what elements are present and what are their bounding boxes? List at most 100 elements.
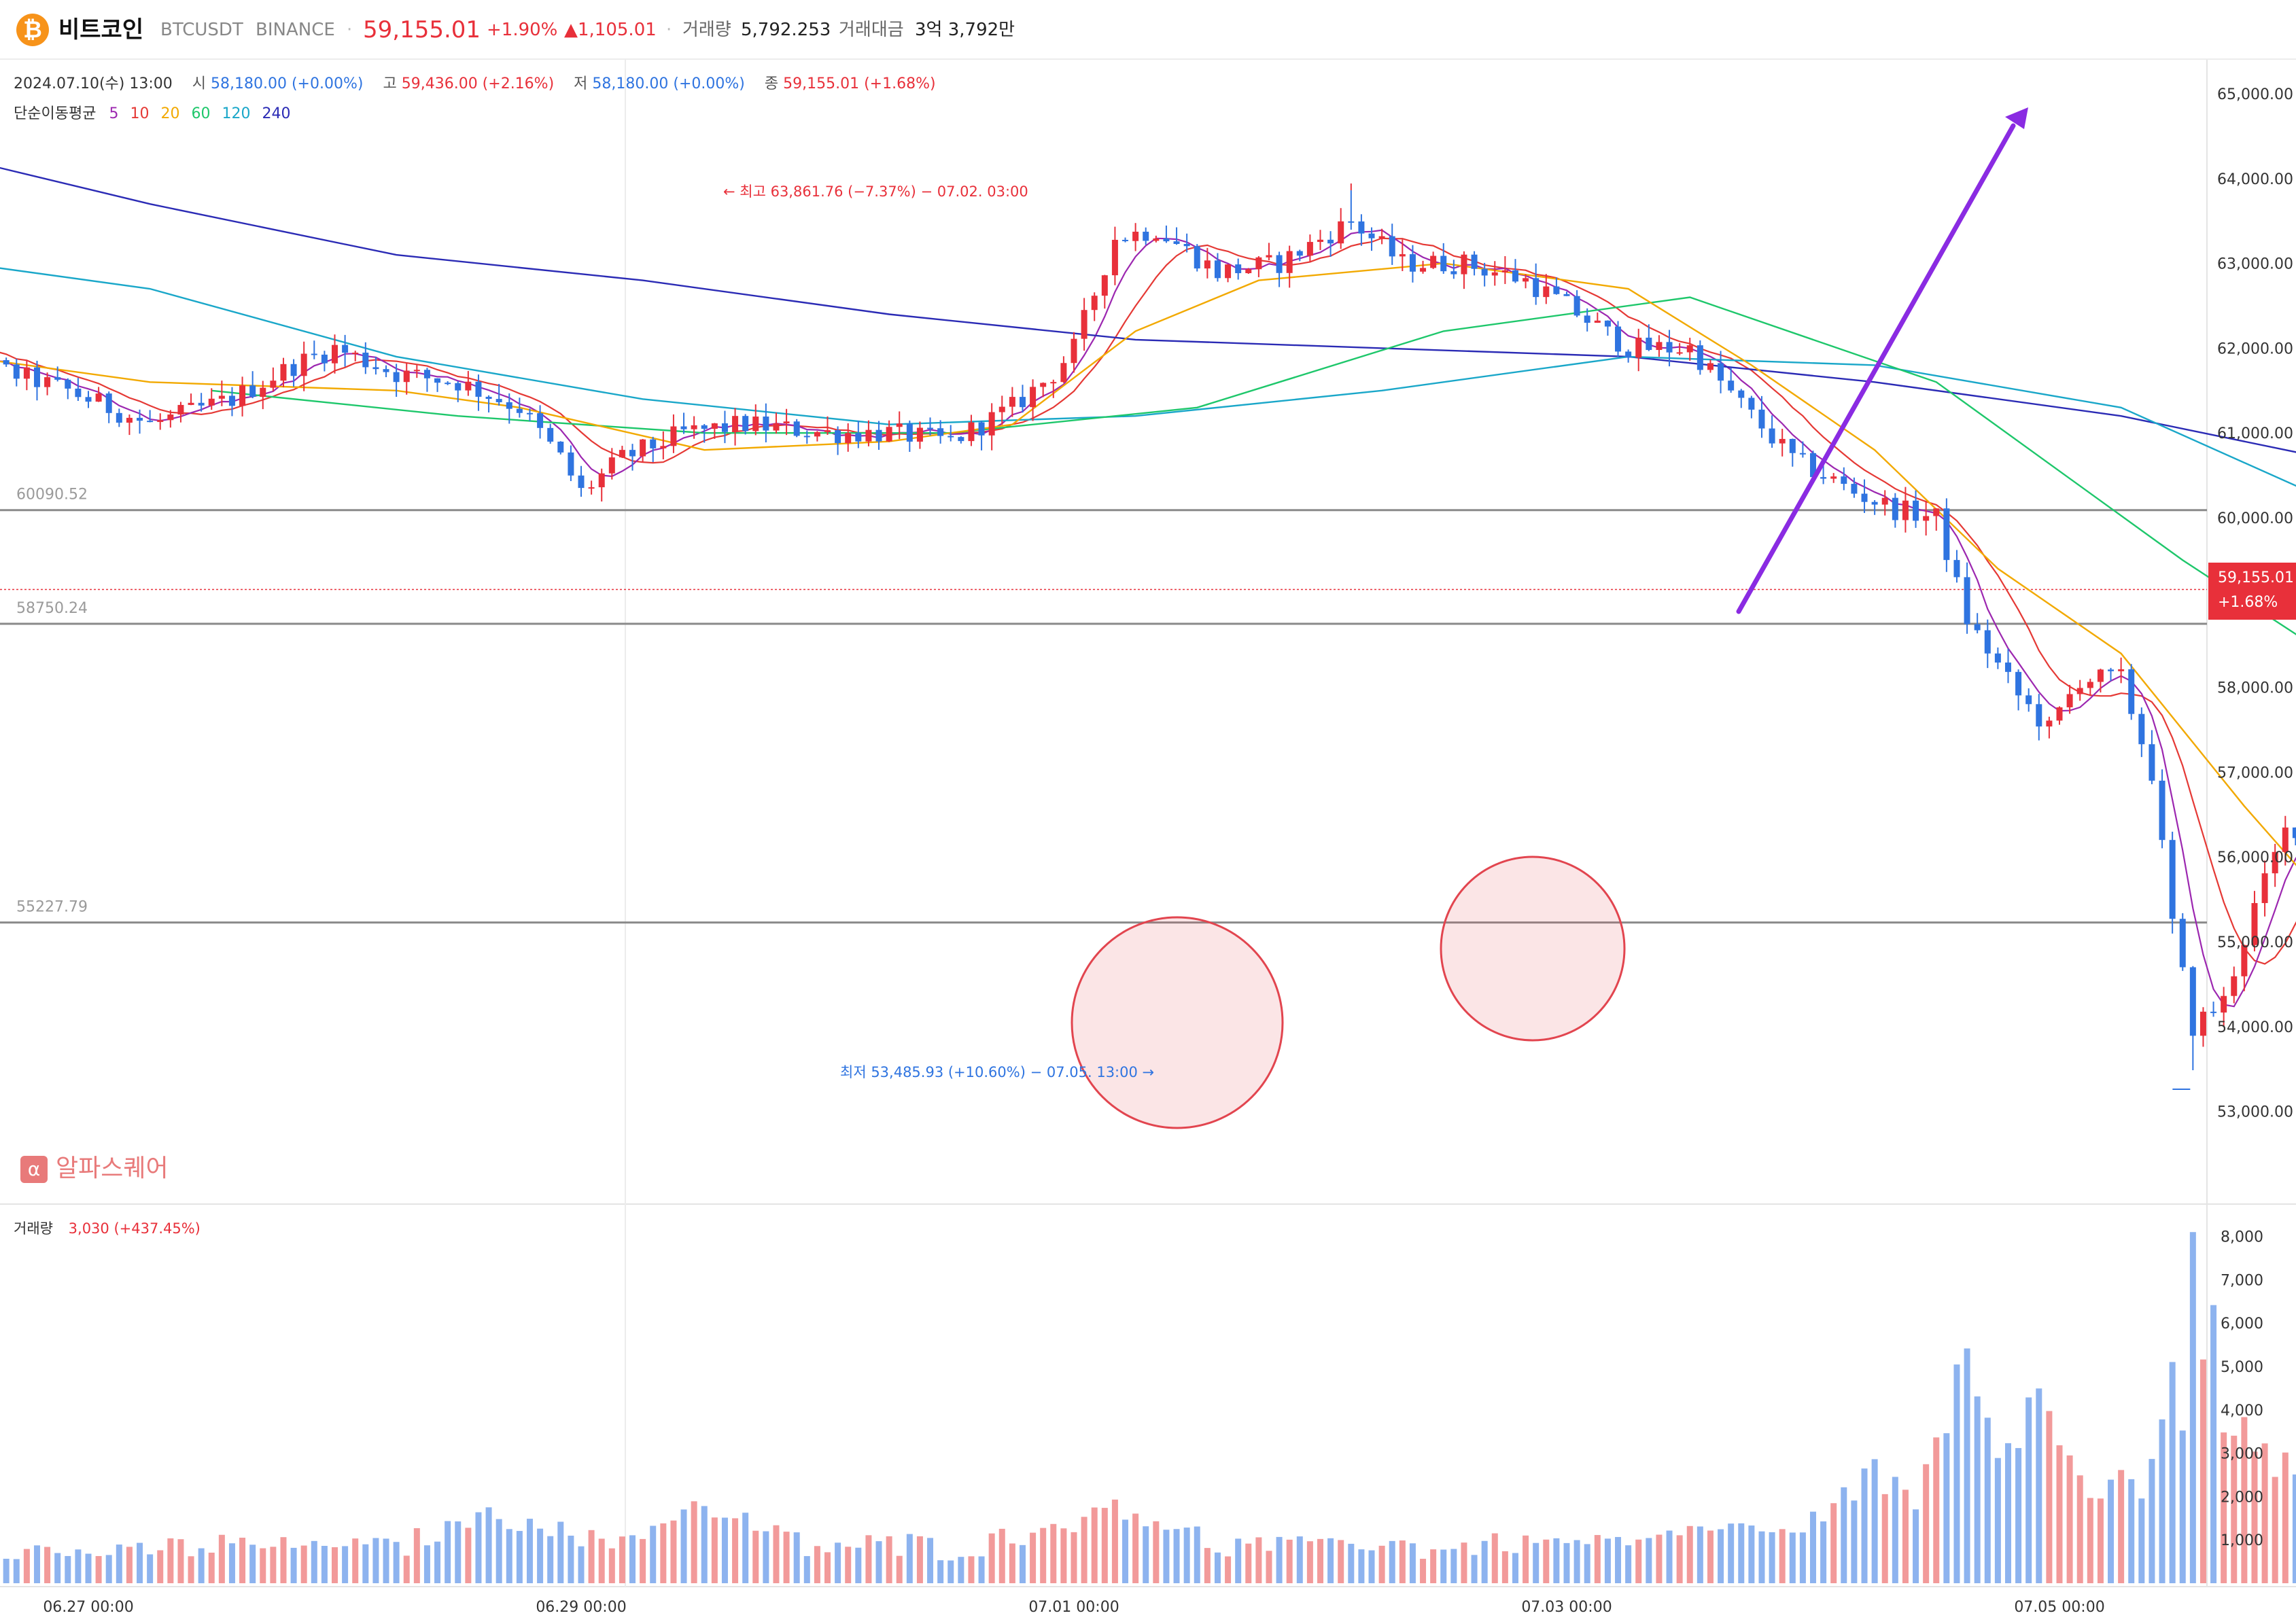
- volume-bar: [1625, 1545, 1632, 1583]
- volume-bar: [516, 1531, 523, 1583]
- volume-bar: [742, 1513, 749, 1583]
- candle-body: [1204, 260, 1211, 269]
- volume-bar: [1378, 1545, 1385, 1583]
- volume-bar: [2179, 1430, 2186, 1583]
- high-label: 고: [383, 75, 397, 92]
- volume-tick-label: 1,000: [2221, 1532, 2263, 1549]
- candle-body: [75, 388, 82, 398]
- candle-body: [1430, 255, 1437, 268]
- volume-bar: [526, 1519, 533, 1583]
- volume-bar: [495, 1519, 502, 1583]
- volume-bar: [1019, 1544, 1026, 1583]
- volume-bar: [1718, 1529, 1724, 1583]
- volume-bar: [783, 1532, 790, 1583]
- volume-bar: [1122, 1519, 1129, 1583]
- volume-bar: [1881, 1494, 1888, 1583]
- volume-bar: [978, 1556, 985, 1583]
- volume-bar: [1368, 1550, 1375, 1583]
- price-tick-label: 54,000.00: [2217, 1019, 2293, 1036]
- candle-body: [218, 395, 225, 399]
- candle-body: [495, 399, 502, 402]
- level-value-label: 60090.52: [16, 487, 88, 504]
- ma-10-line: [0, 237, 2296, 965]
- volume-bar: [1491, 1533, 1498, 1583]
- candle-body: [1841, 476, 1847, 484]
- volume-bar: [465, 1528, 472, 1583]
- volume-bar: [239, 1537, 246, 1583]
- volume-bar: [2036, 1388, 2042, 1583]
- volume-bar: [803, 1556, 810, 1583]
- volume-bar: [998, 1528, 1005, 1583]
- candle-body: [1101, 275, 1108, 296]
- volume-bar: [1646, 1538, 1652, 1583]
- volume-bar: [2066, 1455, 2073, 1583]
- volume-bar: [413, 1528, 420, 1583]
- price-tick-label: 57,000.00: [2217, 764, 2293, 781]
- candle-body: [1902, 500, 1909, 520]
- candle-body: [1810, 453, 1816, 478]
- candle-body: [177, 404, 184, 415]
- volume-bar: [1409, 1543, 1416, 1583]
- volume-bar: [1286, 1539, 1293, 1583]
- volume-bar: [947, 1560, 954, 1583]
- candle-body: [1378, 236, 1385, 239]
- candle-body: [352, 352, 359, 354]
- volume-tick-label: 6,000: [2221, 1316, 2263, 1332]
- candle-body: [1368, 233, 1375, 239]
- volume-bar: [147, 1554, 154, 1583]
- volume-bar: [1450, 1549, 1457, 1583]
- symbol-label: BTCUSDT: [160, 20, 243, 40]
- volume-bar: [608, 1548, 615, 1583]
- high-value: 59,436.00 (+2.16%): [401, 75, 555, 92]
- volume-bar: [1327, 1538, 1334, 1583]
- candle-body: [2004, 663, 2011, 672]
- volume-bar: [1173, 1529, 1180, 1583]
- candle-body: [2097, 669, 2104, 682]
- volume-bar: [1902, 1489, 1909, 1583]
- volume-bar: [557, 1521, 564, 1583]
- candle-body: [660, 446, 667, 448]
- candle-body: [311, 353, 317, 355]
- volume-bar: [1266, 1551, 1272, 1583]
- volume-bar: [177, 1539, 184, 1583]
- volume-bar: [13, 1559, 20, 1583]
- open-label: 시: [192, 75, 207, 92]
- candle-body: [1276, 255, 1283, 273]
- candle-body: [1953, 560, 1960, 578]
- candle-body: [2159, 780, 2165, 841]
- volume-bar: [814, 1546, 820, 1583]
- volume-bar: [1523, 1535, 1529, 1583]
- volume-bar: [1317, 1538, 1323, 1583]
- candle-body: [485, 396, 492, 400]
- candle-body: [1697, 345, 1703, 370]
- volume-bar: [1389, 1540, 1395, 1583]
- candle-body: [1420, 268, 1427, 272]
- candle-body: [2056, 707, 2063, 721]
- coin-name[interactable]: 비트코인: [58, 16, 144, 43]
- volume-bar: [691, 1501, 697, 1583]
- candle-body: [1779, 438, 1786, 444]
- volume-bar: [54, 1553, 61, 1583]
- ma-120-line: [0, 267, 2296, 487]
- candle-body: [1594, 320, 1601, 323]
- candle-body: [2087, 682, 2093, 688]
- volume-bar: [2025, 1397, 2032, 1583]
- ma-legend[interactable]: 단순이동평균 5 10 20 60 120 240: [14, 103, 290, 125]
- volume-bar: [1194, 1526, 1200, 1583]
- volume-bar: [1358, 1549, 1365, 1583]
- volume-bar: [711, 1517, 718, 1583]
- candle-body: [2169, 840, 2176, 919]
- volume-bar: [2272, 1477, 2278, 1583]
- price-tick-label: 61,000.00: [2217, 425, 2293, 442]
- time-tick-label: 06.27 00:00: [43, 1599, 133, 1616]
- candle-body: [906, 423, 913, 442]
- volume-bar: [1153, 1521, 1160, 1583]
- volume-bar: [423, 1545, 430, 1583]
- volume-bar: [208, 1552, 215, 1583]
- candle-body: [1501, 270, 1508, 272]
- candle-body: [547, 427, 554, 442]
- volume-tick-label: 5,000: [2221, 1359, 2263, 1376]
- candle-body: [1194, 246, 1200, 269]
- volume-bar: [2015, 1448, 2022, 1583]
